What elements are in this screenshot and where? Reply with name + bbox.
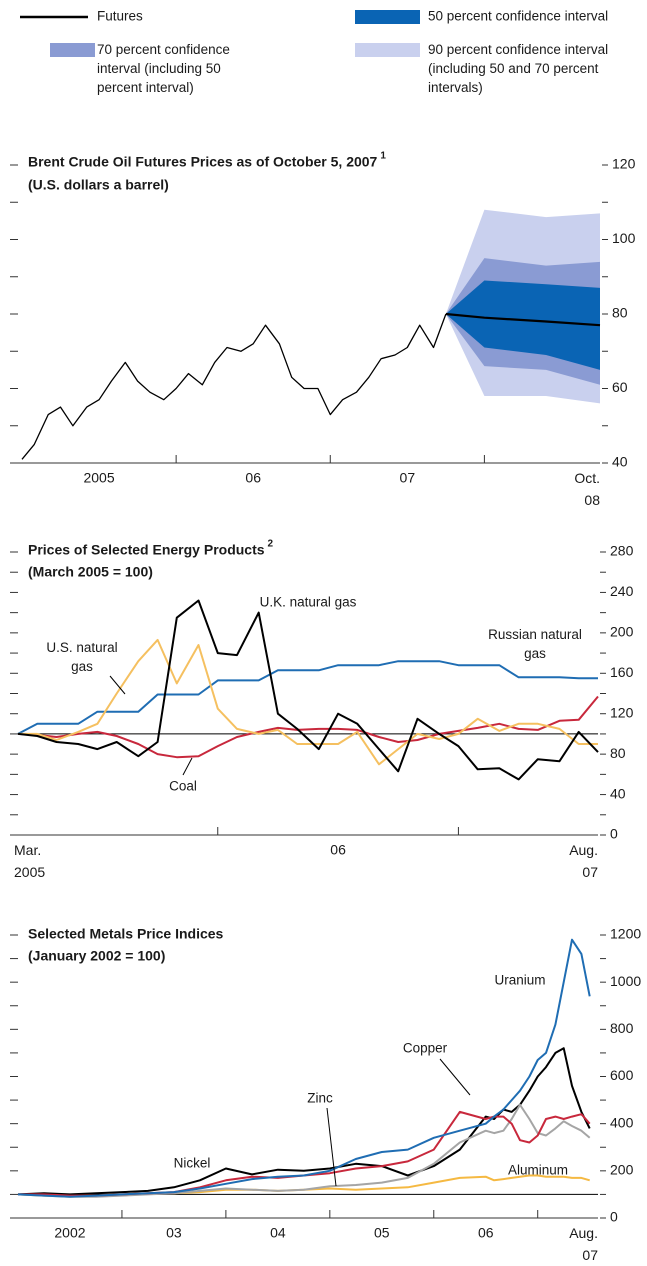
legend-label: 90 percent confidence interval (including… [428,42,608,95]
series-label: Coal [169,779,197,794]
series-line [17,1047,591,1196]
series-label: Nickel [174,1156,211,1171]
y-tick-label: 80 [612,305,628,321]
series-label: U.S. natural gas [46,640,117,674]
chart-subtitle: (January 2002 = 100) [28,948,165,964]
x-tick-label: 05 [374,1225,390,1241]
y-tick-label: 120 [610,704,634,720]
x-tick-label: 07 [400,470,416,486]
legend-label: 70 percent confidence interval (including… [97,42,230,95]
y-tick-label: 800 [610,1020,634,1036]
chart-subtitle: (March 2005 = 100) [28,564,153,580]
series-line [17,660,598,735]
chart-title: Selected Metals Price Indices [28,926,224,942]
y-tick-label: 60 [612,379,628,395]
x-tick-label: Oct. 08 [574,470,600,508]
y-tick-label: 0 [610,826,618,842]
series-label: Russian natural gas [488,627,582,661]
y-tick-label: 400 [610,1114,634,1130]
y-tick-label: 1200 [610,926,641,942]
leader-line [326,1107,337,1187]
x-tick-label: 2005 [83,470,114,486]
leader-line [182,757,193,776]
y-tick-label: 600 [610,1067,634,1083]
chart-title: Brent Crude Oil Futures Prices as of Oct… [28,154,378,170]
price-line [21,313,447,460]
series-label: Aluminum [508,1163,568,1178]
y-tick-label: 100 [612,230,636,246]
x-tick-label: 06 [478,1225,494,1241]
series-label: U.K. natural gas [260,595,357,610]
y-tick-label: 120 [612,156,636,172]
y-tick-label: 240 [610,583,634,599]
x-tick-label: 03 [166,1225,182,1241]
x-tick-label: 06 [245,470,261,486]
series-line [17,1103,591,1198]
title-note: 1 [380,151,386,162]
series-label: Uranium [494,973,545,988]
y-tick-label: 160 [610,664,634,680]
legend-label: Futures [97,9,143,24]
y-tick-label: 200 [610,624,634,640]
series-line [18,638,598,766]
y-tick-label: 40 [612,454,628,470]
y-tick-label: 40 [610,785,626,801]
y-tick-label: 200 [610,1162,634,1178]
series-label: Copper [403,1041,448,1056]
leader-line [109,675,126,695]
confidence-band [445,280,600,370]
legend-swatch [50,43,95,57]
chart-subtitle: (U.S. dollars a barrel) [28,177,169,193]
y-tick-label: 280 [610,543,634,559]
y-tick-label: 80 [610,745,626,761]
legend-label: 50 percent confidence interval [428,9,608,24]
x-tick-label: Aug. 07 [569,842,598,880]
series-line [17,599,599,781]
y-tick-label: 0 [610,1209,618,1225]
leader-line [439,1058,471,1096]
title-note: 2 [268,539,274,550]
series-line [17,695,599,759]
legend-swatch [355,43,420,57]
series-line [18,1110,591,1197]
series-line [17,938,591,1198]
y-tick-label: 1000 [610,973,641,989]
x-tick-label: Mar. 2005 [14,842,45,880]
chart-title: Prices of Selected Energy Products [28,542,265,558]
legend-swatch [355,10,420,24]
x-tick-label: 06 [330,842,346,858]
series-label: Zinc [307,1091,333,1106]
x-tick-label: 2002 [54,1225,85,1241]
futures-line [445,312,601,327]
x-tick-label: 04 [270,1225,286,1241]
x-tick-label: Aug. 07 [569,1225,598,1263]
